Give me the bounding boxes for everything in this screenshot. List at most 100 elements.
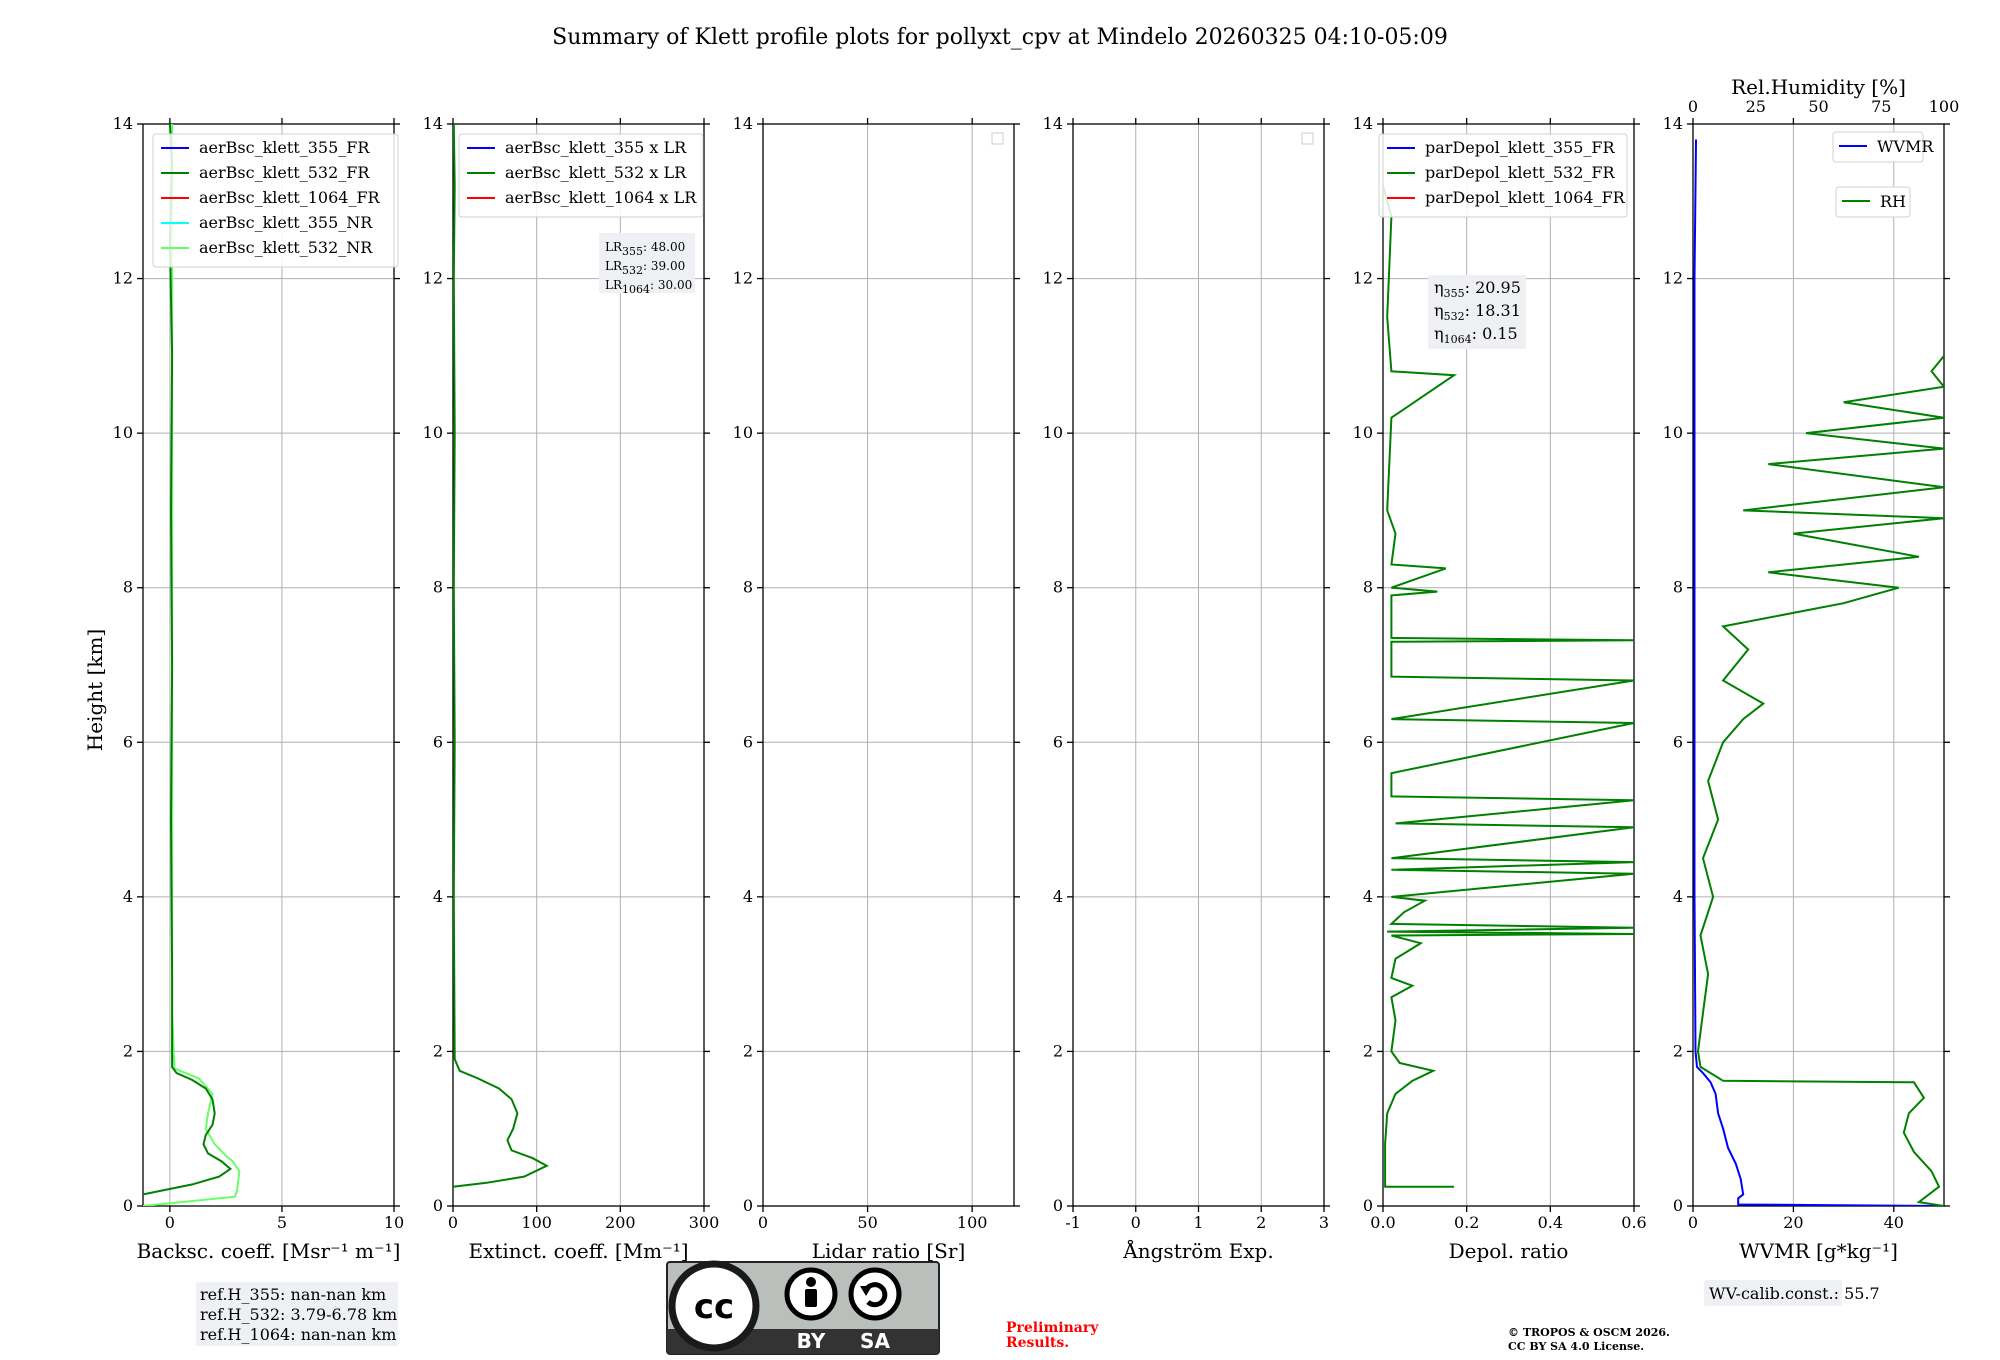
y-tick-label-4: 8: [743, 578, 753, 597]
y-tick-label-6: 12: [1663, 269, 1683, 288]
copyright-line-2: CC BY SA 4.0 License.: [1508, 1340, 1644, 1353]
legend-rh: RH: [1835, 186, 1911, 218]
x-tick-label-0: -1: [1065, 1213, 1081, 1232]
y-tick-label-2: 4: [433, 887, 443, 906]
x-tick-label-0: 0: [165, 1213, 175, 1232]
rh-tick-label-2: 50: [1808, 97, 1828, 116]
series-aerbsc-klett-532-x-lr: [453, 124, 549, 1188]
y-tick-label-4: 8: [433, 578, 443, 597]
ref-height-532: ref.H_532: 3.79-6.78 km: [200, 1305, 397, 1324]
legend-frame: [1378, 133, 1628, 218]
x-tick-label-1: 50: [857, 1213, 877, 1232]
legend-label-2: aerBsc_klett_1064_FR: [199, 188, 381, 207]
sa-label: SA: [860, 1329, 890, 1353]
legend-label-3: aerBsc_klett_355_NR: [199, 213, 373, 232]
empty-legend: [991, 132, 1004, 145]
annotation-line-2: LR1064: 30.00: [605, 278, 692, 296]
x-tick-label-4: 3: [1319, 1213, 1329, 1232]
y-tick-label-0: 0: [1673, 1196, 1683, 1215]
y-tick-label-1: 2: [1673, 1041, 1683, 1060]
x-tick-label-1: 100: [521, 1213, 552, 1232]
annotation-line-0: η355: 20.95: [1434, 278, 1521, 300]
x-tick-label-3: 2: [1256, 1213, 1266, 1232]
x-tick-label-2: 0.4: [1538, 1213, 1563, 1232]
x-tick-label-1: 5: [277, 1213, 287, 1232]
x-tick-label-0: 0: [758, 1213, 768, 1232]
panel-dep: 0 2 4 6 8 10 12 14 0.0 0.2 0.4 0.6 Depol. ratio parDe…: [1353, 114, 1647, 1263]
y-tick-label-7: 14: [1663, 114, 1683, 133]
legend-frame: [458, 133, 704, 218]
cc-license-badge: cc BY SA: [666, 1260, 940, 1355]
y-tick-label-0: 0: [1363, 1196, 1373, 1215]
series-aerbsc-klett-532-nr: [143, 124, 241, 1206]
y-tick-label-5: 10: [423, 423, 443, 442]
y-tick-label-7: 14: [1043, 114, 1063, 133]
y-tick-label-7: 14: [113, 114, 133, 133]
legend-wvmr: WVMR: [1832, 131, 1934, 163]
y-tick-label-2: 4: [743, 887, 753, 906]
y-tick-label-4: 8: [1363, 578, 1373, 597]
legend-label-1: parDepol_klett_532_FR: [1425, 163, 1616, 182]
series-aerbsc-klett-532-fr: [143, 124, 233, 1196]
x-tick-label-0: 0.0: [1370, 1213, 1395, 1232]
person-body: [805, 1289, 817, 1307]
x-tick-label-1: 20: [1783, 1213, 1803, 1232]
y-tick-label-5: 10: [1353, 423, 1373, 442]
y-tick-label-3: 6: [123, 732, 133, 751]
legend-frame: [152, 133, 399, 268]
y-tick-label-1: 2: [123, 1041, 133, 1060]
legend-label-1: aerBsc_klett_532_FR: [199, 163, 370, 182]
rh-tick-label-0: 0: [1688, 97, 1698, 116]
annotation-line-1: LR532: 39.00: [605, 259, 685, 277]
y-tick-label-1: 2: [433, 1041, 443, 1060]
annotation-line-2: η1064: 0.15: [1434, 324, 1518, 346]
by-label: BY: [797, 1329, 826, 1353]
y-tick-label-6: 12: [733, 269, 753, 288]
axes-frame: [142, 123, 395, 1207]
x-axis-label: Extinct. coeff. [Mm⁻¹]: [468, 1239, 688, 1263]
copyright-line-1: © TROPOS & OSCM 2026.: [1508, 1326, 1670, 1339]
y-tick-label-4: 8: [1673, 578, 1683, 597]
axes-frame: [762, 123, 1015, 1207]
share-alike-arrow: [863, 1282, 888, 1308]
preliminary-line-1: Preliminary: [1006, 1320, 1099, 1336]
wv-calib-box: WV-calib.const.: 55.7: [1704, 1280, 1880, 1306]
x-tick-label-3: 0.6: [1621, 1213, 1646, 1232]
y-tick-label-7: 14: [1353, 114, 1373, 133]
y-tick-label-6: 12: [113, 269, 133, 288]
y-tick-label-7: 14: [423, 114, 443, 133]
rh-tick-label-4: 100: [1929, 97, 1960, 116]
x-tick-label-2: 200: [605, 1213, 636, 1232]
legend-label-1: aerBsc_klett_532 x LR: [505, 163, 687, 182]
preliminary-line-2: Results.: [1006, 1335, 1069, 1351]
y-tick-label-4: 8: [123, 578, 133, 597]
y-tick-label-1: 2: [1363, 1041, 1373, 1060]
legend: aerBsc_klett_355 x LR aerBsc_klett_532 x …: [458, 133, 704, 218]
y-axis-label: Height [km]: [83, 629, 107, 751]
legend-label-2: parDepol_klett_1064_FR: [1425, 188, 1626, 207]
y-tick-label-5: 10: [733, 423, 753, 442]
cc-logo-icon: [668, 1260, 760, 1352]
y-tick-label-2: 4: [1363, 887, 1373, 906]
axes-frame: [452, 123, 705, 1207]
series-rh: [1696, 355, 1944, 1206]
y-tick-label-3: 6: [743, 732, 753, 751]
annotation-bg: [599, 233, 695, 293]
annotation-line-1: η532: 18.31: [1434, 301, 1521, 323]
y-tick-label-7: 14: [733, 114, 753, 133]
x-tick-label-1: 0: [1131, 1213, 1141, 1232]
y-tick-label-0: 0: [1053, 1196, 1063, 1215]
x-tick-label-1: 0.2: [1454, 1213, 1479, 1232]
x-tick-label-2: 100: [957, 1213, 988, 1232]
y-tick-label-6: 12: [1043, 269, 1063, 288]
legend-label: WVMR: [1877, 137, 1934, 156]
y-tick-label-6: 12: [423, 269, 443, 288]
series-pardepol-klett-532-fr: [1383, 185, 1634, 1188]
annotation-bg: [1428, 275, 1526, 349]
panel-lr: 0 2 4 6 8 10 12 14 0 50 100 Lidar ratio [Sr]: [733, 114, 1020, 1263]
y-tick-label-5: 10: [1663, 423, 1683, 442]
